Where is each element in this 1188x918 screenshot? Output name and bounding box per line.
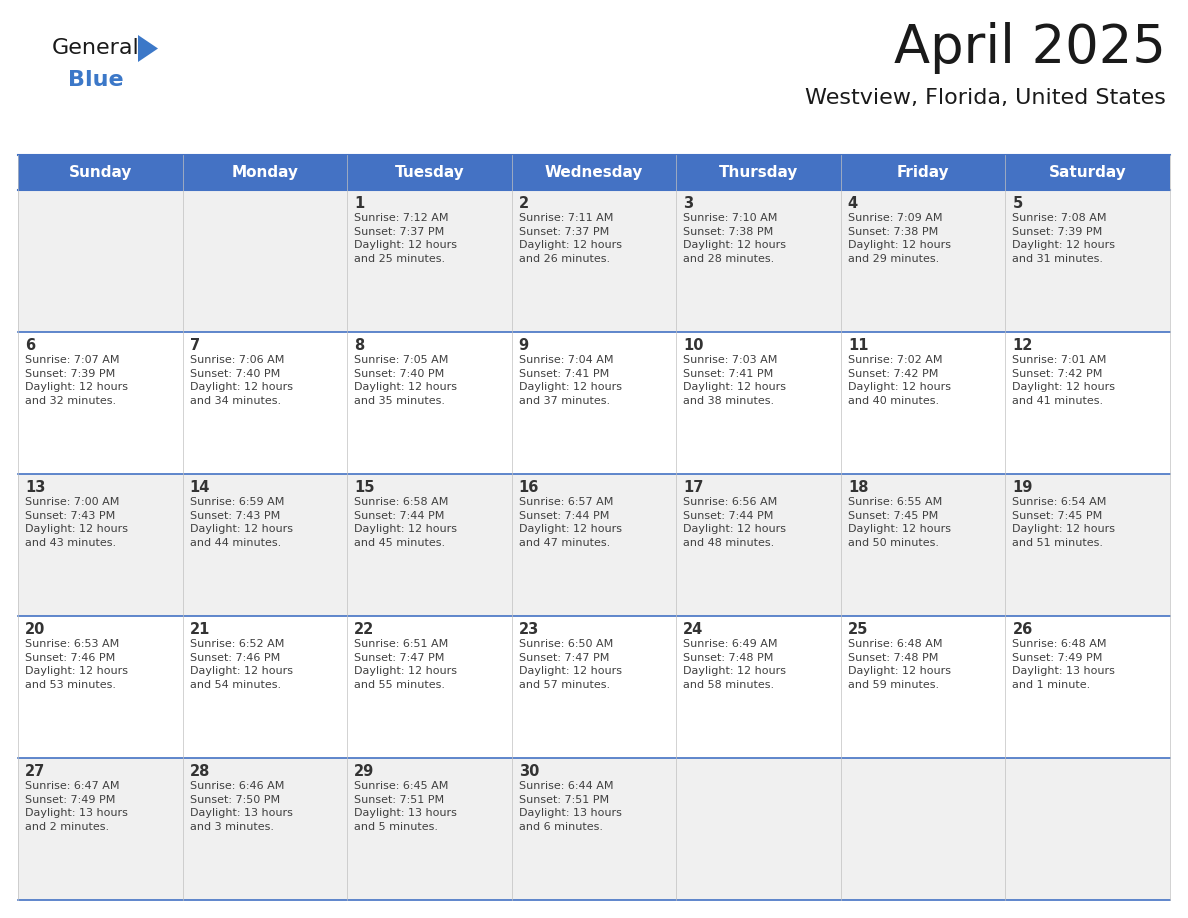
Text: 27: 27 [25, 764, 45, 779]
Polygon shape [138, 35, 158, 62]
Text: 8: 8 [354, 338, 365, 353]
Text: 16: 16 [519, 480, 539, 495]
Text: 14: 14 [190, 480, 210, 495]
Bar [18, 190, 1170, 332]
Text: 10: 10 [683, 338, 703, 353]
Text: Sunrise: 6:55 AM
Sunset: 7:45 PM
Daylight: 12 hours
and 50 minutes.: Sunrise: 6:55 AM Sunset: 7:45 PM Dayligh… [848, 497, 950, 548]
Text: Sunrise: 6:57 AM
Sunset: 7:44 PM
Daylight: 12 hours
and 47 minutes.: Sunrise: 6:57 AM Sunset: 7:44 PM Dayligh… [519, 497, 621, 548]
Text: Sunrise: 6:45 AM
Sunset: 7:51 PM
Daylight: 13 hours
and 5 minutes.: Sunrise: 6:45 AM Sunset: 7:51 PM Dayligh… [354, 781, 457, 832]
Text: Sunrise: 7:11 AM
Sunset: 7:37 PM
Daylight: 12 hours
and 26 minutes.: Sunrise: 7:11 AM Sunset: 7:37 PM Dayligh… [519, 213, 621, 263]
Text: 22: 22 [354, 622, 374, 637]
Text: Sunrise: 7:07 AM
Sunset: 7:39 PM
Daylight: 12 hours
and 32 minutes.: Sunrise: 7:07 AM Sunset: 7:39 PM Dayligh… [25, 355, 128, 406]
Text: 26: 26 [1012, 622, 1032, 637]
Text: 21: 21 [190, 622, 210, 637]
Text: Wednesday: Wednesday [545, 165, 643, 180]
Text: Sunrise: 6:59 AM
Sunset: 7:43 PM
Daylight: 12 hours
and 44 minutes.: Sunrise: 6:59 AM Sunset: 7:43 PM Dayligh… [190, 497, 292, 548]
Bar [18, 758, 1170, 900]
Text: Sunrise: 6:53 AM
Sunset: 7:46 PM
Daylight: 12 hours
and 53 minutes.: Sunrise: 6:53 AM Sunset: 7:46 PM Dayligh… [25, 639, 128, 689]
Text: Monday: Monday [232, 165, 298, 180]
Bar [18, 616, 1170, 758]
Text: Sunrise: 6:58 AM
Sunset: 7:44 PM
Daylight: 12 hours
and 45 minutes.: Sunrise: 6:58 AM Sunset: 7:44 PM Dayligh… [354, 497, 457, 548]
Text: Tuesday: Tuesday [394, 165, 465, 180]
Text: Sunrise: 6:52 AM
Sunset: 7:46 PM
Daylight: 12 hours
and 54 minutes.: Sunrise: 6:52 AM Sunset: 7:46 PM Dayligh… [190, 639, 292, 689]
Text: 17: 17 [683, 480, 703, 495]
Text: Sunrise: 7:05 AM
Sunset: 7:40 PM
Daylight: 12 hours
and 35 minutes.: Sunrise: 7:05 AM Sunset: 7:40 PM Dayligh… [354, 355, 457, 406]
Text: April 2025: April 2025 [895, 22, 1165, 74]
Text: Sunrise: 6:47 AM
Sunset: 7:49 PM
Daylight: 13 hours
and 2 minutes.: Sunrise: 6:47 AM Sunset: 7:49 PM Dayligh… [25, 781, 128, 832]
Text: 28: 28 [190, 764, 210, 779]
Text: Sunrise: 7:02 AM
Sunset: 7:42 PM
Daylight: 12 hours
and 40 minutes.: Sunrise: 7:02 AM Sunset: 7:42 PM Dayligh… [848, 355, 950, 406]
Text: Sunrise: 6:51 AM
Sunset: 7:47 PM
Daylight: 12 hours
and 55 minutes.: Sunrise: 6:51 AM Sunset: 7:47 PM Dayligh… [354, 639, 457, 689]
Text: 20: 20 [25, 622, 45, 637]
Text: 29: 29 [354, 764, 374, 779]
Text: 12: 12 [1012, 338, 1032, 353]
Text: Blue: Blue [68, 70, 124, 90]
Text: General: General [52, 38, 140, 58]
Text: 25: 25 [848, 622, 868, 637]
Text: Sunday: Sunday [69, 165, 132, 180]
Text: Sunrise: 7:10 AM
Sunset: 7:38 PM
Daylight: 12 hours
and 28 minutes.: Sunrise: 7:10 AM Sunset: 7:38 PM Dayligh… [683, 213, 786, 263]
Text: Sunrise: 7:06 AM
Sunset: 7:40 PM
Daylight: 12 hours
and 34 minutes.: Sunrise: 7:06 AM Sunset: 7:40 PM Dayligh… [190, 355, 292, 406]
Text: 19: 19 [1012, 480, 1032, 495]
Text: Friday: Friday [897, 165, 949, 180]
Text: 1: 1 [354, 196, 365, 211]
Text: Sunrise: 7:12 AM
Sunset: 7:37 PM
Daylight: 12 hours
and 25 minutes.: Sunrise: 7:12 AM Sunset: 7:37 PM Dayligh… [354, 213, 457, 263]
Text: Sunrise: 6:46 AM
Sunset: 7:50 PM
Daylight: 13 hours
and 3 minutes.: Sunrise: 6:46 AM Sunset: 7:50 PM Dayligh… [190, 781, 292, 832]
Text: Sunrise: 7:01 AM
Sunset: 7:42 PM
Daylight: 12 hours
and 41 minutes.: Sunrise: 7:01 AM Sunset: 7:42 PM Dayligh… [1012, 355, 1116, 406]
Text: Sunrise: 7:00 AM
Sunset: 7:43 PM
Daylight: 12 hours
and 43 minutes.: Sunrise: 7:00 AM Sunset: 7:43 PM Dayligh… [25, 497, 128, 548]
Text: 23: 23 [519, 622, 539, 637]
Text: Sunrise: 6:44 AM
Sunset: 7:51 PM
Daylight: 13 hours
and 6 minutes.: Sunrise: 6:44 AM Sunset: 7:51 PM Dayligh… [519, 781, 621, 832]
Text: 11: 11 [848, 338, 868, 353]
Text: Sunrise: 7:08 AM
Sunset: 7:39 PM
Daylight: 12 hours
and 31 minutes.: Sunrise: 7:08 AM Sunset: 7:39 PM Dayligh… [1012, 213, 1116, 263]
Text: Sunrise: 6:54 AM
Sunset: 7:45 PM
Daylight: 12 hours
and 51 minutes.: Sunrise: 6:54 AM Sunset: 7:45 PM Dayligh… [1012, 497, 1116, 548]
Text: 6: 6 [25, 338, 36, 353]
Text: 15: 15 [354, 480, 374, 495]
Text: 5: 5 [1012, 196, 1023, 211]
Text: Westview, Florida, United States: Westview, Florida, United States [805, 88, 1165, 108]
Text: Sunrise: 7:03 AM
Sunset: 7:41 PM
Daylight: 12 hours
and 38 minutes.: Sunrise: 7:03 AM Sunset: 7:41 PM Dayligh… [683, 355, 786, 406]
Text: Sunrise: 6:48 AM
Sunset: 7:49 PM
Daylight: 13 hours
and 1 minute.: Sunrise: 6:48 AM Sunset: 7:49 PM Dayligh… [1012, 639, 1116, 689]
Text: 24: 24 [683, 622, 703, 637]
Text: 7: 7 [190, 338, 200, 353]
Text: Sunrise: 7:04 AM
Sunset: 7:41 PM
Daylight: 12 hours
and 37 minutes.: Sunrise: 7:04 AM Sunset: 7:41 PM Dayligh… [519, 355, 621, 406]
Bar [18, 332, 1170, 474]
Text: Sunrise: 6:49 AM
Sunset: 7:48 PM
Daylight: 12 hours
and 58 minutes.: Sunrise: 6:49 AM Sunset: 7:48 PM Dayligh… [683, 639, 786, 689]
Text: Sunrise: 7:09 AM
Sunset: 7:38 PM
Daylight: 12 hours
and 29 minutes.: Sunrise: 7:09 AM Sunset: 7:38 PM Dayligh… [848, 213, 950, 263]
Text: Sunrise: 6:48 AM
Sunset: 7:48 PM
Daylight: 12 hours
and 59 minutes.: Sunrise: 6:48 AM Sunset: 7:48 PM Dayligh… [848, 639, 950, 689]
Text: 18: 18 [848, 480, 868, 495]
Text: 3: 3 [683, 196, 694, 211]
Text: 13: 13 [25, 480, 45, 495]
Text: Thursday: Thursday [719, 165, 798, 180]
Text: 4: 4 [848, 196, 858, 211]
Bar [18, 474, 1170, 616]
Text: Sunrise: 6:50 AM
Sunset: 7:47 PM
Daylight: 12 hours
and 57 minutes.: Sunrise: 6:50 AM Sunset: 7:47 PM Dayligh… [519, 639, 621, 689]
Text: 2: 2 [519, 196, 529, 211]
Text: Sunrise: 6:56 AM
Sunset: 7:44 PM
Daylight: 12 hours
and 48 minutes.: Sunrise: 6:56 AM Sunset: 7:44 PM Dayligh… [683, 497, 786, 548]
Text: 30: 30 [519, 764, 539, 779]
Bar [18, 155, 1170, 190]
Text: Saturday: Saturday [1049, 165, 1126, 180]
Text: 9: 9 [519, 338, 529, 353]
